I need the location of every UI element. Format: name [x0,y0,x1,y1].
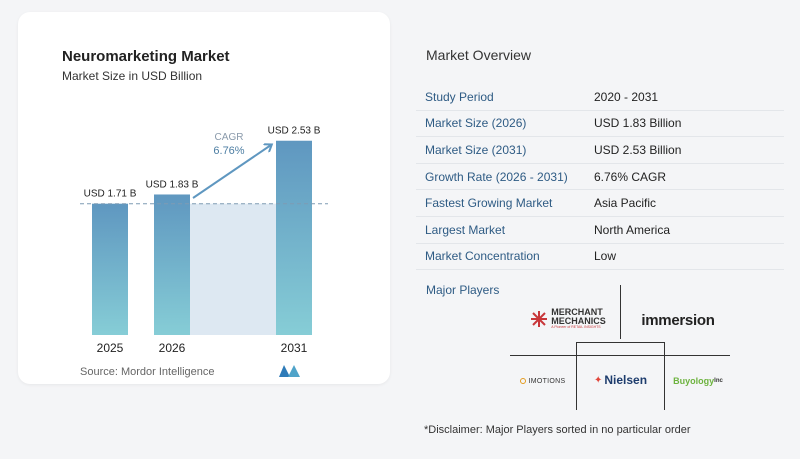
imotions-dot-icon [520,378,527,384]
imotions-logo: IMOTIONS [510,371,576,391]
overview-title: Market Overview [426,47,532,63]
immersion-text: immersion [641,311,715,329]
mordor-logo-icon [279,365,300,377]
x-tick-2025: 2025 [97,341,124,355]
overview-row: Largest Market North America [416,217,784,244]
overview-row: Market Size (2031) USD 2.53 Billion [416,137,784,164]
data-label-2031: USD 2.53 B [268,126,321,137]
overview-row: Fastest Growing Market Asia Pacific [416,190,784,217]
overview-row-value: USD 2.53 Billion [594,142,682,157]
major-players-title: Major Players [426,283,500,297]
cagr-label: CAGR [215,132,244,143]
data-label-2026: USD 1.83 B [146,179,199,190]
immersion-logo: immersion [628,305,728,335]
source-text: Source: Mordor Intelligence [80,366,215,378]
overview-row-label: Fastest Growing Market [425,196,553,211]
overview-row-label: Study Period [425,89,494,104]
overview-row-value: 6.76% CAGR [594,169,667,184]
overview-row: Growth Rate (2026 - 2031) 6.76% CAGR [416,164,784,191]
overview-row-label: Market Size (2031) [425,142,527,157]
buyology-text: Buyology [673,376,715,386]
overview-row-label: Largest Market [425,222,506,237]
merchant-mechanics-line2: MECHANICS [551,316,606,327]
chart-title: Neuromarketing Market [62,48,230,65]
bar-2026 [154,194,190,335]
overview-row: Market Concentration Low [416,244,784,271]
nielsen-logo: ✦ Nielsen [577,365,664,395]
merchant-mechanics-logo: MERCHANT MECHANICS A Pioneer of RETAIL I… [518,303,618,335]
nielsen-text: Nielsen [604,373,648,387]
overview-row-label: Market Size (2026) [425,116,527,131]
merchant-mechanics-icon [531,311,548,327]
overview-row-value: Asia Pacific [594,196,657,211]
chart-subtitle: Market Size in USD Billion [62,69,203,83]
x-tick-2031: 2031 [281,341,308,355]
overview-table: Study Period 2020 - 2031 Market Size (2026… [416,84,784,271]
bar-2031 [276,140,312,335]
disclaimer: *Disclaimer: Major Players sorted in no … [424,424,691,436]
overview-row-value: 2020 - 2031 [594,89,659,104]
buyology-logo: Buyology Inc [666,371,730,391]
buyology-suffix: Inc [714,378,723,384]
overview-row: Study Period 2020 - 2031 [416,84,784,111]
overview-row: Market Size (2026) USD 1.83 Billion [416,111,784,138]
forecast-band [190,203,276,335]
bar-2025 [92,203,128,335]
x-tick-2026: 2026 [159,341,186,355]
bar-chart: USD 1.71 B 2025 USD 1.83 B 2026 USD 2.53 B 20… [80,126,328,355]
overview-row-label: Market Concentration [425,249,540,264]
cagr-arrow [192,145,271,199]
overview-row-value: North America [594,222,671,237]
data-label-2025: USD 1.71 B [84,189,137,200]
cagr-value: 6.76% [213,145,244,157]
nielsen-star-icon: ✦ [593,374,603,386]
overview-row-value: Low [594,249,617,264]
overview-row-value: USD 1.83 Billion [594,116,682,131]
overview-row-label: Growth Rate (2026 - 2031) [425,169,568,184]
imotions-text: IMOTIONS [528,377,566,385]
player-logos: MERCHANT MECHANICS A Pioneer of RETAIL I… [510,285,730,410]
merchant-mechanics-tagline: A Pioneer of RETAIL INSIGHTS [551,325,601,330]
merchant-mechanics-line1: MERCHANT [551,307,603,318]
